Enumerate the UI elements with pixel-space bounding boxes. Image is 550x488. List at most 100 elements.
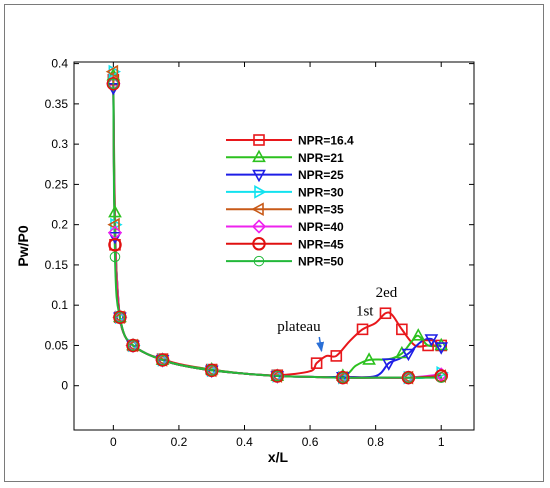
series-npr-50-point [206,365,217,376]
legend-npr-30-label: NPR=30 [298,185,344,199]
series-npr-50-point-ring [108,78,119,89]
series-npr-35-point [105,64,119,79]
series-npr-50-point [272,370,283,382]
legend-npr-25-marker [252,169,266,183]
series-npr-50-point-ring [127,340,139,351]
series-npr-30-point [115,310,128,325]
series-npr-25-point [434,342,449,355]
series-npr-21-point [108,204,122,218]
series-npr-50-point-ring [403,372,414,383]
annotation-arrow [316,336,325,353]
x-tick-label: 0.2 [171,435,188,449]
series-npr-50-point [435,372,447,383]
series-npr-50-point [127,340,139,351]
legend-npr-35-label: NPR=35 [298,203,344,217]
series-npr-50-point-dot [210,369,213,372]
series-npr-50-point-ring [337,372,349,383]
legend-npr-50-marker-ring [253,255,265,267]
legend-npr-30-marker [254,185,267,199]
series-npr-50-point [157,354,168,366]
series-npr-50-point-dot [161,358,164,361]
series-npr-45-point [113,310,127,325]
series-npr-50-point [114,312,126,323]
legend-npr-21-marker [252,149,266,163]
y-tick-label: 0.35 [45,97,69,111]
series-npr-45-point [108,238,122,252]
series-npr-50-point-dot [118,316,121,319]
series-npr-50-point-ring [272,370,283,382]
series-npr-50-point-dot [113,255,116,258]
series-npr-30-point [338,370,351,385]
series-npr-35-point [400,370,414,385]
annotation-plateau: plateau [277,319,321,335]
series-npr-50-point [109,251,121,263]
series-npr-45-point [155,353,170,367]
series-npr-25-point [401,348,416,362]
series-npr-21-point [411,328,426,341]
series-npr-35-point [269,369,283,383]
legend-npr-45-label: NPR=45 [298,237,344,251]
series-npr-30-point [157,353,171,367]
series-npr-30-point [206,363,220,378]
y-tick-label: 0.15 [45,258,69,272]
series-npr-50-point [337,372,349,383]
axis-ticks: 0 0.2 0.4 0.6 0.8 1 0 0.05 0.1 0.15 0.2 0.25 0.3 0.35… [45,57,474,449]
series-npr-45-point [106,76,121,91]
series-npr-50-point-ring [206,365,217,376]
series-npr-21-point [434,337,449,351]
series-npr-35-point [112,310,125,325]
legend-npr-40-label: NPR=40 [298,220,344,234]
series-npr-35-point [154,353,168,367]
x-tick-label: 0.4 [236,435,253,449]
legend-npr-40-marker [251,219,267,234]
series-npr-50-point-dot [132,344,135,347]
x-tick-label: 0.8 [367,435,384,449]
legend-npr-16-4-marker [253,134,265,146]
x-axis-label: x/L [268,449,289,465]
series-npr-35-point [204,363,217,378]
legend-npr-16-4-label: NPR=16.4 [298,134,354,148]
y-tick-label: 0 [61,379,68,393]
series-npr-21-point [362,352,376,365]
series-npr-45-point [204,363,219,378]
series-npr-50-point-dot [440,376,443,379]
series-npr-45-point [270,369,285,383]
legend-npr-50-label: NPR=50 [298,255,344,269]
figure-border [4,4,544,482]
series-npr-16-4-point [356,323,369,336]
series-npr-45-point [401,370,416,385]
legend-npr-35-marker [251,202,264,217]
series-npr-45-point [434,369,448,383]
series-npr-50-point-ring [435,372,447,383]
series-npr-50-point-dot [407,376,410,379]
series-npr-50-point-ring [109,251,121,263]
series-npr-45-point [126,338,140,353]
y-tick-label: 0.25 [45,177,69,191]
series-npr-50-point-ring [114,312,126,323]
x-tick-label: 0.6 [302,435,319,449]
y-tick-label: 0.4 [51,57,68,71]
y-tick-label: 0.2 [51,218,68,232]
series-npr-50-point-dot [276,375,279,378]
series-npr-30-point [108,64,122,79]
series-npr-35-point [335,370,348,385]
legend-npr-25-label: NPR=25 [298,168,344,182]
series-npr-45-point [336,370,350,385]
series-npr-25-point [108,231,122,245]
series-npr-16-4-point [396,323,408,336]
y-tick-label: 0.05 [45,338,69,352]
series-npr-30-point [403,370,417,385]
legend-npr-45-marker [252,237,266,251]
y-axis-label: Pw/P0 [15,225,31,266]
legend: NPR=16.4 NPR=21 NPR=25 NPR=30 NPR=35 NPR=40 NP… [226,134,354,269]
y-tick-label: 0.1 [51,298,68,312]
legend-npr-50-marker-dot [258,260,260,263]
series-npr-30-point [272,369,285,383]
plot-area [73,61,475,431]
series-npr-25-point [381,358,396,371]
series-npr-50-point-dot [341,376,344,379]
series-npr-25-point [424,334,439,347]
annotation-1st: 1st [356,304,374,320]
